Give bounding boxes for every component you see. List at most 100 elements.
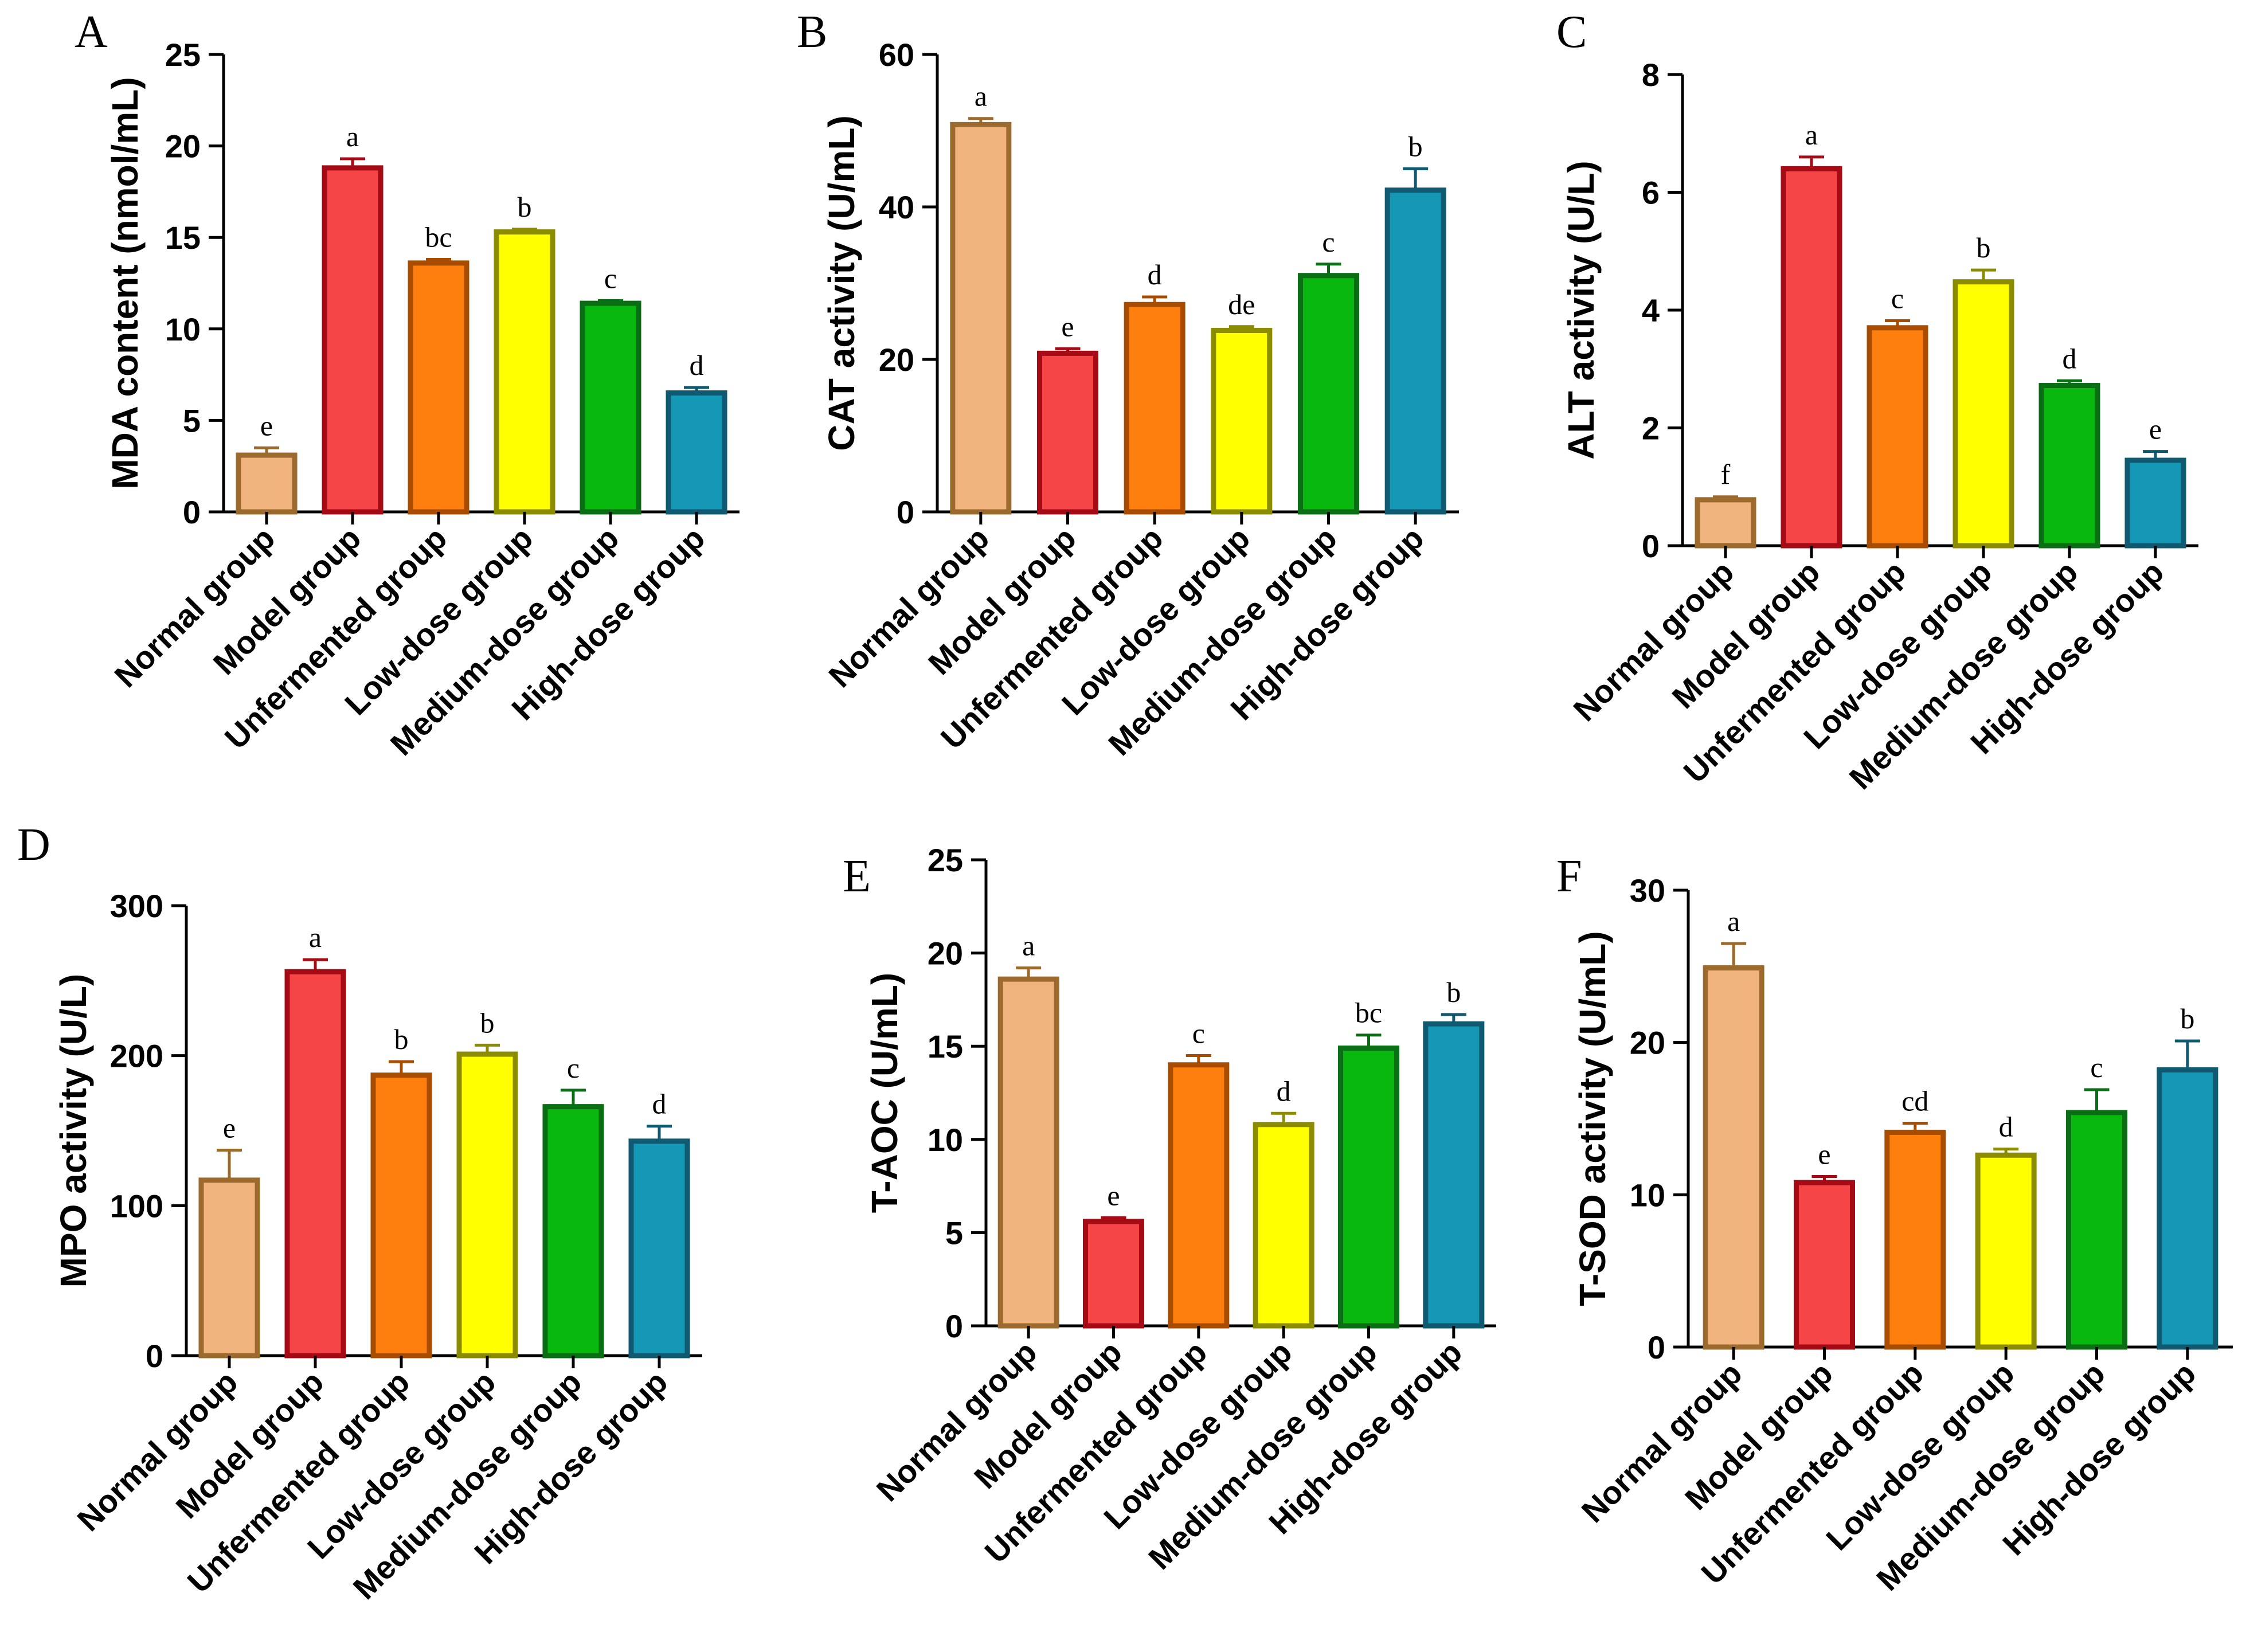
panel-c-significance-label: f [1721,459,1731,491]
panel-a-ytick-label: 0 [183,494,201,530]
panel-b-significance-label: a [975,80,987,112]
panel-f-bar [2066,1110,2127,1350]
panel-e-bar [1338,1045,1399,1329]
panel-e-bar [1253,1122,1314,1329]
panel-b-ytick-label: 60 [879,37,914,73]
panel-e-significance-label: a [1022,930,1035,962]
panel-d-significance-label: b [394,1023,409,1055]
panel-c-bar [1781,166,1842,549]
panel-d-significance-label: c [567,1052,580,1084]
panel-e-ytick-label: 15 [928,1028,963,1064]
panel-f-significance-label: d [1999,1111,2013,1143]
panel-b-bar [950,122,1012,515]
panel-e-bar [1083,1219,1144,1329]
panel-b-ytick-label: 0 [897,494,914,530]
panel-b-bar [1037,350,1098,515]
panel-b-bar [1211,327,1273,515]
panel-f-bar [1975,1152,2037,1350]
panel-a-bar [322,165,384,515]
panel-d-bar [284,969,346,1359]
panel-d-ytick-label: 300 [110,888,163,924]
panel-b-significance-label: de [1228,288,1255,320]
panel-a-significance-label: d [690,349,704,381]
panel-d-ytick-label: 200 [110,1038,163,1074]
panel-c-ytick-label: 4 [1642,292,1660,328]
panel-a-significance-label: b [518,191,532,223]
panel-a-letter: A [75,7,108,57]
panel-a-significance-label: bc [425,221,452,253]
panel-f-ytick-label: 10 [1630,1177,1665,1213]
panel-a-ytick-label: 20 [165,128,201,165]
panel-c-letter: C [1556,7,1587,57]
panel-a-bar [236,452,298,515]
panel-e-significance-label: c [1192,1017,1205,1049]
panel-a-ytick-label: 5 [183,402,201,439]
panel-d-bar [628,1138,690,1359]
panel-a-bar [580,300,641,515]
panel-d-bar [370,1072,432,1359]
panel-e-ytick-label: 10 [928,1122,963,1158]
panel-f-ytick-label: 20 [1630,1025,1665,1061]
panel-f-significance-label: e [1818,1138,1830,1170]
panel-a-ytick-label: 15 [165,220,201,256]
panel-d-ytick-label: 100 [110,1188,163,1224]
panel-a-bar [666,390,727,515]
panel-f-ytick-label: 0 [1648,1329,1665,1365]
panel-c-ytick-label: 2 [1642,410,1660,447]
panel-c-significance-label: a [1805,119,1818,151]
panel-e-ytick-label: 25 [928,842,963,878]
panel-a-ytick-label: 10 [165,311,201,347]
panel-f-bar [2157,1067,2218,1350]
panel-c-ytick-label: 8 [1642,57,1660,93]
panel-d-significance-label: a [309,921,322,953]
panel-b-ytick-label: 40 [879,189,914,225]
panel-a-significance-label: c [604,262,617,294]
panel-c-bar [2124,457,2186,549]
panel-a-y-axis-title: MDA content (nmol/mL) [104,77,146,489]
panel-a-significance-label: a [346,120,359,152]
panel-b-bar [1124,302,1185,515]
panel-e-ytick-label: 0 [945,1308,963,1344]
panel-a-bar [408,260,469,515]
panel-c-bar [2038,383,2100,549]
panel-e-ytick-label: 5 [945,1215,963,1251]
panel-f-bar [1794,1180,1855,1350]
panel-c-significance-label: b [1977,232,1991,264]
panel-f-significance-label: b [2180,1003,2194,1035]
panel-b-letter: B [797,7,827,57]
panel-c-ytick-label: 6 [1642,175,1660,211]
panel-b-significance-label: e [1061,310,1074,342]
panel-e-significance-label: bc [1355,997,1382,1029]
panel-d-letter: D [17,820,50,870]
panel-b-bar [1298,273,1359,515]
panel-e-significance-label: b [1446,976,1461,1008]
panel-e-ytick-label: 20 [928,935,963,972]
panel-b-ytick-label: 20 [879,342,914,378]
panel-a-significance-label: e [260,409,273,441]
panel-b-significance-label: c [1322,226,1335,258]
panel-f-significance-label: c [2090,1051,2103,1083]
panel-c-significance-label: c [1891,282,1904,314]
panel-e-bar [997,976,1059,1329]
panel-c-significance-label: d [2063,342,2077,374]
panel-c-bar [1867,325,1928,549]
panel-f-y-axis-title: T-SOD activity (U/mL) [1572,931,1613,1306]
panel-c-bar [1953,279,2014,549]
panel-b-significance-label: b [1408,131,1423,163]
panel-c-bar [1695,497,1756,549]
panel-e-letter: E [843,851,871,902]
panel-f-letter: F [1556,851,1582,902]
panel-d-ytick-label: 0 [146,1338,163,1374]
panel-a-ytick-label: 25 [165,37,201,73]
panel-c-ytick-label: 0 [1642,528,1660,564]
panel-f-significance-label: a [1727,905,1740,937]
panel-e-bar [1168,1062,1230,1329]
panel-e-bar [1423,1021,1485,1329]
panel-d-significance-label: e [223,1112,236,1144]
panel-b-y-axis-title: CAT activity (U/mL) [821,115,862,451]
panel-e-significance-label: e [1107,1179,1120,1211]
panel-c-significance-label: e [2149,413,2162,445]
panel-e-significance-label: d [1277,1075,1291,1107]
